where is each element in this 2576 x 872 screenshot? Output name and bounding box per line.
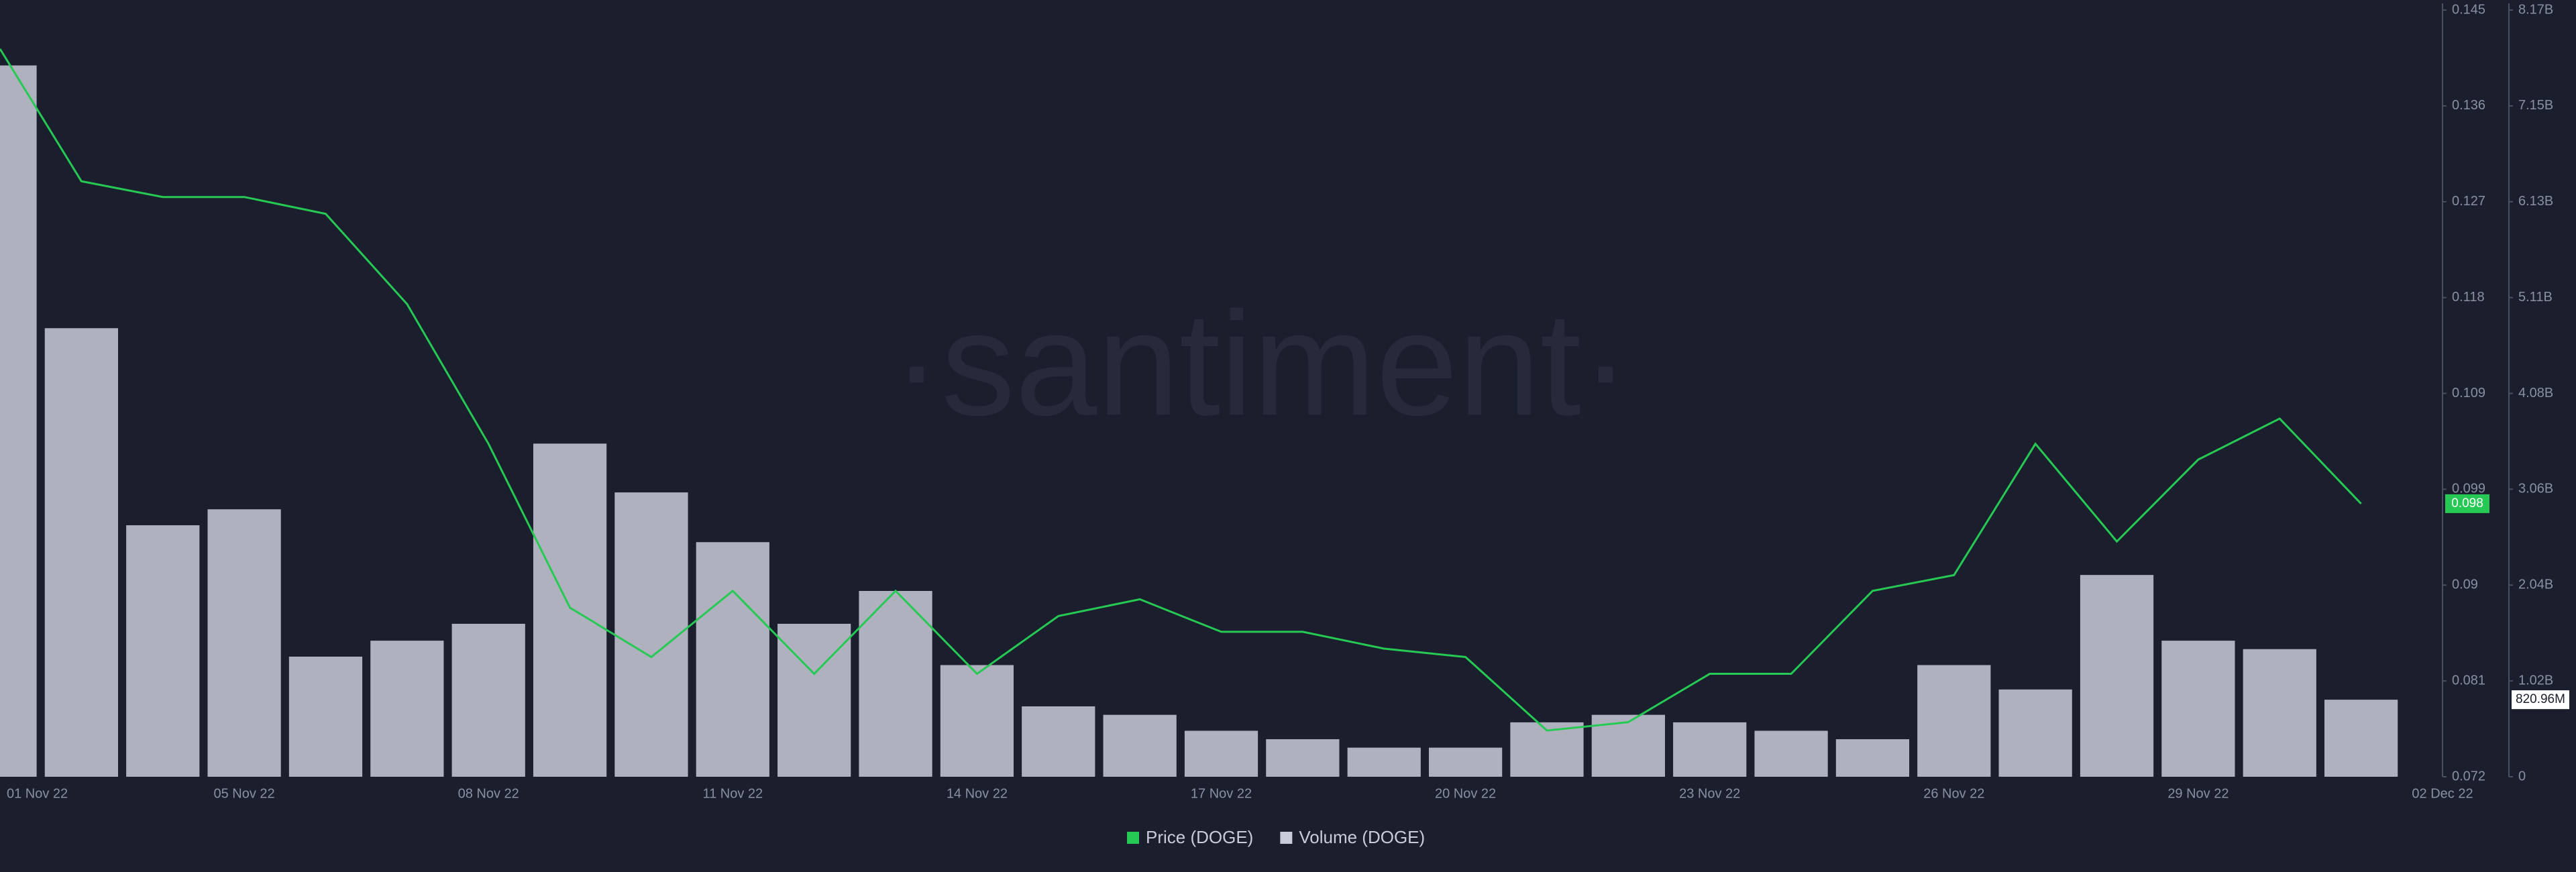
volume-tick-label: 1.02B <box>2518 673 2553 688</box>
volume-bar <box>2080 575 2154 777</box>
volume-bar <box>288 656 363 777</box>
volume-bar <box>1673 722 1747 777</box>
price-current-label: 0.098 <box>2451 496 2483 510</box>
volume-bar <box>0 65 37 777</box>
volume-bar <box>2161 641 2235 777</box>
x-tick-label: 01 Nov 22 <box>7 786 68 801</box>
x-tick-label: 14 Nov 22 <box>947 786 1008 801</box>
x-tick-label: 02 Dec 22 <box>2412 786 2473 801</box>
x-tick-label: 17 Nov 22 <box>1191 786 1252 801</box>
volume-tick-label: 8.17B <box>2518 2 2553 17</box>
volume-bar <box>533 443 607 777</box>
x-tick-label: 26 Nov 22 <box>1923 786 1984 801</box>
volume-bar <box>1917 665 1991 777</box>
price-tick-label: 0.072 <box>2452 769 2485 783</box>
price-line <box>0 48 2362 732</box>
volume-bar <box>44 328 118 777</box>
watermark: ·santiment· <box>892 281 1630 446</box>
volume-bar <box>1428 747 1503 777</box>
price-tick-label: 0.136 <box>2452 98 2485 113</box>
x-tick-label: 20 Nov 22 <box>1435 786 1496 801</box>
volume-bar <box>859 590 932 777</box>
price-tick-label: 0.118 <box>2452 290 2485 305</box>
volume-bar <box>614 492 688 777</box>
legend-swatch <box>1280 832 1293 844</box>
x-tick-label: 29 Nov 22 <box>2167 786 2229 801</box>
price-current-badge <box>2445 494 2489 513</box>
volume-current-label: 820.96M <box>2516 692 2565 706</box>
volume-tick-label: 0 <box>2518 769 2526 783</box>
volume-bar <box>1184 730 1258 777</box>
price-tick-label: 0.109 <box>2452 386 2485 400</box>
price-tick-label: 0.099 <box>2452 482 2485 496</box>
volume-tick-label: 4.08B <box>2518 386 2553 400</box>
volume-bar <box>1266 739 1340 777</box>
plot-area <box>0 48 2398 777</box>
volume-bar <box>696 542 769 777</box>
volume-tick-label: 3.06B <box>2518 482 2553 496</box>
volume-bar <box>940 665 1014 777</box>
legend-swatch <box>1127 832 1139 844</box>
volume-bar <box>2243 649 2316 777</box>
volume-bar <box>1998 689 2072 777</box>
volume-tick-label: 7.15B <box>2518 98 2553 113</box>
volume-bar <box>1835 739 1910 777</box>
volume-bar <box>1754 730 1828 777</box>
volume-current-badge <box>2512 690 2569 710</box>
x-tick-label: 05 Nov 22 <box>214 786 275 801</box>
volume-bar <box>2324 700 2398 777</box>
price-tick-label: 0.145 <box>2452 2 2485 17</box>
volume-tick-label: 6.13B <box>2518 194 2553 209</box>
volume-tick-label: 5.11B <box>2518 290 2553 305</box>
volume-bar <box>1347 747 1421 777</box>
legend-label: Volume (DOGE) <box>1299 827 1425 847</box>
price-tick-label: 0.127 <box>2452 194 2485 209</box>
volume-bar <box>126 525 200 777</box>
x-tick-label: 08 Nov 22 <box>458 786 519 801</box>
price-tick-label: 0.09 <box>2452 578 2478 592</box>
volume-bar <box>370 641 444 777</box>
volume-bar <box>207 509 281 777</box>
legend-label: Price (DOGE) <box>1146 827 1253 847</box>
x-tick-label: 23 Nov 22 <box>1679 786 1740 801</box>
price-tick-label: 0.081 <box>2452 673 2485 688</box>
volume-bar <box>1103 714 1177 777</box>
volume-bar <box>1022 706 1095 777</box>
x-tick-label: 11 Nov 22 <box>702 786 763 801</box>
volume-bar <box>451 623 525 777</box>
volume-tick-label: 2.04B <box>2518 578 2553 592</box>
